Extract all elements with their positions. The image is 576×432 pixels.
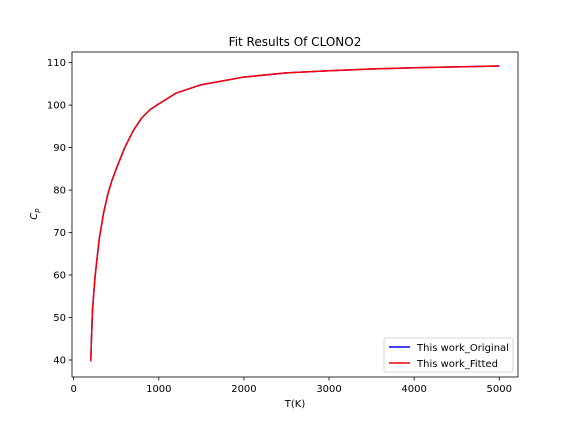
x-axis-label: T(K) — [284, 399, 306, 410]
series-line-fitted — [89, 65, 500, 362]
y-tick-label: 50 — [53, 313, 66, 324]
x-tick-label: 3000 — [316, 384, 341, 395]
y-tick-label: 70 — [53, 228, 66, 239]
y-tick-label: 60 — [53, 271, 66, 282]
x-tick-label: 0 — [71, 384, 77, 395]
x-tick-label: 5000 — [487, 384, 512, 395]
chart-title: Fit Results Of CLONO2 — [229, 35, 362, 49]
x-tick-label: 2000 — [231, 384, 256, 395]
y-axis-label: Cp — [29, 208, 41, 220]
plot-area — [71, 51, 519, 378]
legend-frame — [383, 337, 514, 373]
y-axis: 40 50 60 70 80 90 100 110 — [47, 58, 72, 367]
y-tick-label: 100 — [47, 101, 66, 112]
x-tick-label: 1000 — [146, 384, 171, 395]
x-axis: 0 1000 2000 3000 4000 5000 — [71, 377, 512, 395]
legend: This work_Original This work_Fitted — [383, 337, 514, 373]
series-lines — [89, 65, 500, 362]
y-tick-label: 90 — [53, 143, 66, 154]
y-tick-label: 80 — [53, 186, 66, 197]
y-tick-label: 110 — [47, 58, 66, 69]
x-tick-label: 4000 — [401, 384, 426, 395]
legend-label-fitted: This work_Fitted — [416, 359, 498, 370]
legend-label-original: This work_Original — [416, 343, 509, 354]
y-tick-label: 40 — [53, 356, 66, 367]
